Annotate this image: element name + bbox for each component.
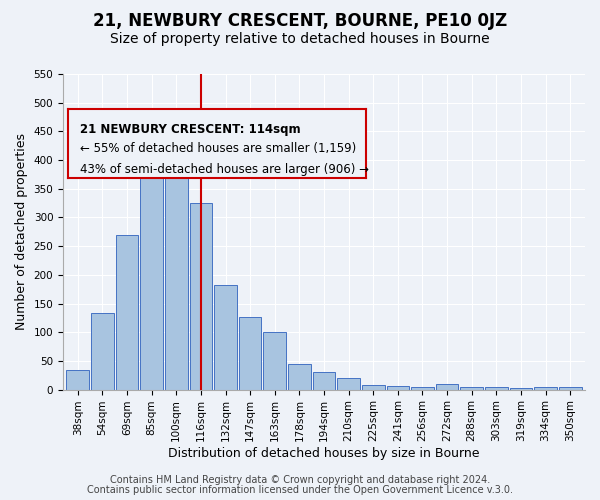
X-axis label: Distribution of detached houses by size in Bourne: Distribution of detached houses by size … bbox=[168, 447, 480, 460]
Text: Size of property relative to detached houses in Bourne: Size of property relative to detached ho… bbox=[110, 32, 490, 46]
Bar bbox=[313, 372, 335, 390]
Bar bbox=[509, 388, 532, 390]
Bar bbox=[263, 332, 286, 390]
Bar bbox=[337, 378, 360, 390]
Bar bbox=[362, 385, 385, 390]
Bar bbox=[288, 364, 311, 390]
Text: Contains public sector information licensed under the Open Government Licence v.: Contains public sector information licen… bbox=[87, 485, 513, 495]
Bar bbox=[485, 388, 508, 390]
Bar bbox=[165, 157, 188, 390]
Text: ← 55% of detached houses are smaller (1,159): ← 55% of detached houses are smaller (1,… bbox=[80, 142, 356, 155]
Bar bbox=[239, 318, 262, 390]
Bar bbox=[91, 314, 114, 390]
Text: 43% of semi-detached houses are larger (906) →: 43% of semi-detached houses are larger (… bbox=[80, 163, 369, 176]
Bar bbox=[436, 384, 458, 390]
Text: 21 NEWBURY CRESCENT: 114sqm: 21 NEWBURY CRESCENT: 114sqm bbox=[80, 122, 301, 136]
Text: Contains HM Land Registry data © Crown copyright and database right 2024.: Contains HM Land Registry data © Crown c… bbox=[110, 475, 490, 485]
Bar bbox=[190, 203, 212, 390]
Bar bbox=[559, 388, 581, 390]
Bar bbox=[67, 370, 89, 390]
Bar bbox=[386, 386, 409, 390]
Bar bbox=[460, 388, 483, 390]
Text: 21, NEWBURY CRESCENT, BOURNE, PE10 0JZ: 21, NEWBURY CRESCENT, BOURNE, PE10 0JZ bbox=[93, 12, 507, 30]
Y-axis label: Number of detached properties: Number of detached properties bbox=[15, 134, 28, 330]
Bar bbox=[140, 140, 163, 390]
Bar bbox=[534, 388, 557, 390]
Bar bbox=[411, 388, 434, 390]
Bar bbox=[214, 284, 237, 390]
Bar bbox=[116, 234, 139, 390]
